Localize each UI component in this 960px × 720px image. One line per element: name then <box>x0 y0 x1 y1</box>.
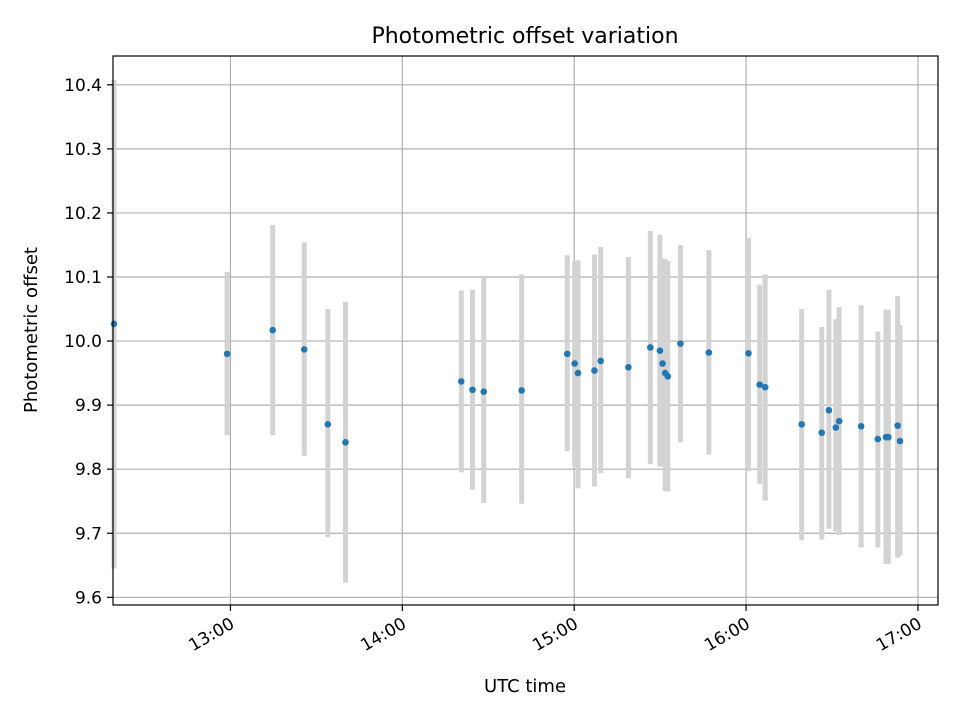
plot-area-frame <box>112 55 939 606</box>
data-point <box>874 435 882 443</box>
data-point <box>324 421 332 428</box>
y-tick-label: 10.3 <box>64 140 102 160</box>
y-tick-label: 10.1 <box>64 268 102 288</box>
y-tick-label: 9.8 <box>75 460 102 480</box>
data-point <box>761 383 769 391</box>
data-point <box>223 350 231 358</box>
data-point <box>591 367 598 374</box>
y-tick-label: 9.6 <box>75 588 102 608</box>
data-point <box>574 369 582 377</box>
y-tick-label: 10.4 <box>64 76 102 96</box>
data-point <box>647 344 654 351</box>
grid <box>113 56 938 605</box>
data-point <box>896 437 904 445</box>
data-point <box>469 386 476 394</box>
data-point <box>269 326 277 334</box>
data-point <box>832 424 840 431</box>
data-point <box>300 346 308 353</box>
data-point <box>705 349 713 356</box>
data-point <box>659 360 666 367</box>
x-axis-label: UTC time <box>484 676 566 697</box>
data-point <box>625 364 632 371</box>
y-tick-label: 9.7 <box>75 524 102 544</box>
y-tick-label: 10.0 <box>64 332 102 352</box>
data-point <box>894 422 901 429</box>
chart-title: Photometric offset variation <box>371 24 678 49</box>
data-point <box>518 387 525 394</box>
y-axis-label: Photometric offset <box>21 247 42 413</box>
data-points <box>110 320 904 446</box>
data-point <box>818 429 826 436</box>
data-point <box>342 438 349 446</box>
data-point <box>563 350 571 358</box>
data-point <box>571 360 578 367</box>
data-point <box>825 406 833 414</box>
data-point <box>457 378 465 385</box>
data-point <box>756 381 763 388</box>
data-point <box>677 340 684 347</box>
data-point <box>110 320 118 328</box>
y-tick-label: 10.2 <box>64 204 102 224</box>
data-point <box>656 347 664 354</box>
data-point <box>835 417 843 425</box>
data-point <box>798 421 805 428</box>
data-point <box>745 349 752 357</box>
data-point <box>597 357 604 365</box>
y-tick-label: 9.9 <box>75 396 102 416</box>
data-point <box>885 433 892 441</box>
data-point <box>480 388 488 395</box>
data-point <box>664 373 672 380</box>
data-point <box>857 422 865 430</box>
